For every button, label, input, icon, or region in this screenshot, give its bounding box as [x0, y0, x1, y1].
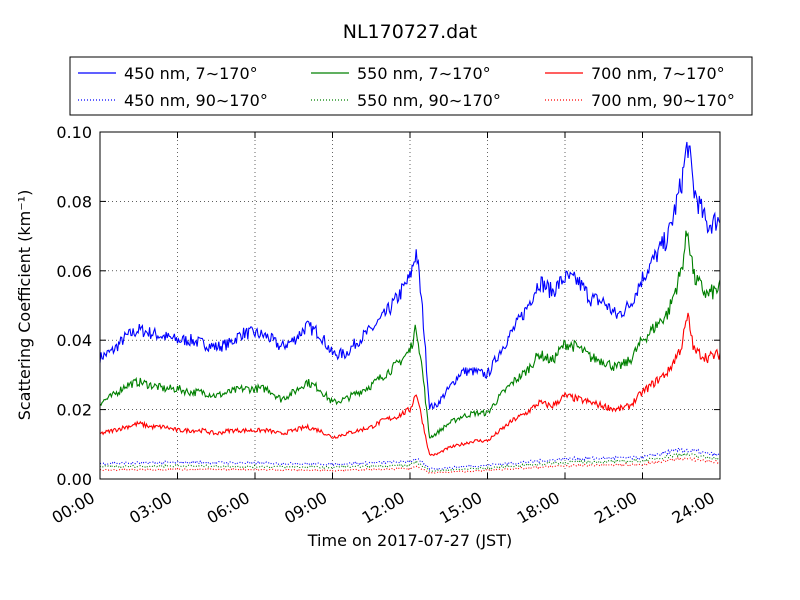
series-line: [99, 446, 721, 471]
x-tick-label: 24:00: [669, 488, 718, 528]
x-axis-label: Time on 2017-07-27 (JST): [307, 531, 512, 550]
series-line: [99, 230, 721, 439]
series-line: [99, 312, 721, 457]
y-tick-label: 0.02: [56, 401, 92, 420]
y-tick-label: 0.04: [56, 331, 92, 350]
x-tick-label: 12:00: [359, 488, 408, 528]
x-tick-label: 18:00: [514, 488, 563, 528]
legend-label: 450 nm, 7∼170°: [124, 64, 258, 83]
y-tick-label: 0.00: [56, 470, 92, 489]
legend-label: 450 nm, 90∼170°: [124, 91, 268, 110]
series-line: [99, 141, 721, 410]
y-tick-label: 0.06: [56, 262, 92, 281]
axis-ticks: 00:00 03:00 06:00 09:00 12:00 15:00 18:00 21:00…: [49, 123, 721, 528]
legend-label: 550 nm, 90∼170°: [357, 91, 501, 110]
legend-label: 550 nm, 7∼170°: [357, 64, 491, 83]
x-tick-label: 06:00: [204, 488, 253, 528]
series-line: [99, 456, 720, 474]
x-tick-label: 00:00: [49, 488, 98, 528]
grid-lines: [100, 132, 720, 479]
legend: 450 nm, 7∼170° 550 nm, 7∼170° 700 nm, 7∼17…: [69, 56, 753, 116]
x-tick-label: 09:00: [281, 488, 330, 528]
x-tick-label: 21:00: [591, 488, 640, 528]
y-tick-label: 0.10: [56, 123, 92, 142]
chart-title: NL170727.dat: [343, 21, 478, 43]
legend-box: [69, 56, 753, 116]
legend-label: 700 nm, 90∼170°: [591, 91, 735, 110]
y-tick-label: 0.08: [56, 192, 92, 211]
x-tick-label: 15:00: [436, 488, 485, 528]
series-layer: [99, 141, 721, 474]
x-tick-label: 03:00: [126, 488, 175, 528]
y-axis-label: Scattering Coefficient (km⁻¹): [15, 190, 34, 421]
legend-label: 700 nm, 7∼170°: [591, 64, 725, 83]
